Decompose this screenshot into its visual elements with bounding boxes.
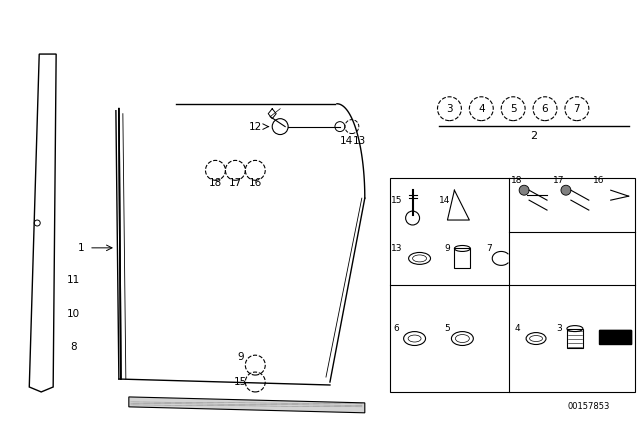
Text: 7: 7: [486, 244, 492, 253]
Text: 3: 3: [446, 104, 452, 114]
Circle shape: [561, 185, 571, 195]
Text: 13: 13: [391, 244, 403, 253]
Text: 14: 14: [439, 196, 450, 205]
Text: 6: 6: [541, 104, 548, 114]
Circle shape: [519, 185, 529, 195]
Text: 3: 3: [556, 324, 562, 333]
Text: 15: 15: [234, 377, 247, 387]
Text: 6: 6: [394, 324, 399, 333]
Text: 9: 9: [445, 244, 451, 253]
Text: 00157853: 00157853: [568, 402, 610, 411]
Text: 11: 11: [67, 275, 80, 284]
Text: 7: 7: [573, 104, 580, 114]
Text: 17: 17: [228, 178, 242, 188]
Bar: [567, 328, 583, 349]
Bar: [454, 249, 470, 268]
Text: 14: 14: [340, 136, 353, 146]
Text: 9: 9: [237, 352, 244, 362]
Text: 8: 8: [70, 342, 76, 352]
Polygon shape: [599, 330, 630, 344]
Text: 1: 1: [77, 243, 84, 253]
Text: 2: 2: [531, 130, 538, 141]
Text: 17: 17: [553, 176, 564, 185]
Text: 4: 4: [515, 324, 520, 333]
Text: 18: 18: [511, 176, 523, 185]
PathPatch shape: [129, 397, 365, 413]
Bar: [599, 330, 630, 345]
Bar: [390, 178, 635, 392]
Text: 10: 10: [67, 310, 79, 319]
Text: 5: 5: [445, 324, 451, 333]
Text: 16: 16: [593, 176, 605, 185]
Text: 13: 13: [353, 136, 367, 146]
Text: 4: 4: [478, 104, 484, 114]
Text: 16: 16: [249, 178, 262, 188]
Text: 5: 5: [510, 104, 516, 114]
Text: 15: 15: [391, 196, 403, 205]
Text: 18: 18: [209, 178, 222, 188]
Text: 12: 12: [249, 121, 262, 132]
